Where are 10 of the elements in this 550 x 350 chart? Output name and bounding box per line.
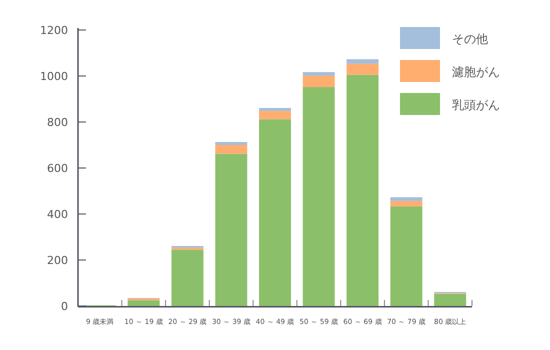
y-tick-label: 1200 [40, 24, 68, 37]
legend-label: 濾胞がん [452, 65, 500, 79]
legend-label: その他 [452, 32, 488, 46]
y-tick-label: 400 [47, 208, 68, 221]
y-tick-label: 1000 [40, 70, 68, 83]
y-tick-label: 200 [47, 254, 68, 267]
y-tick-label: 0 [61, 300, 68, 313]
y-tick-label: 600 [47, 162, 68, 175]
legend-label: 乳頭がん [452, 98, 500, 112]
y-tick-label: 800 [47, 116, 68, 129]
